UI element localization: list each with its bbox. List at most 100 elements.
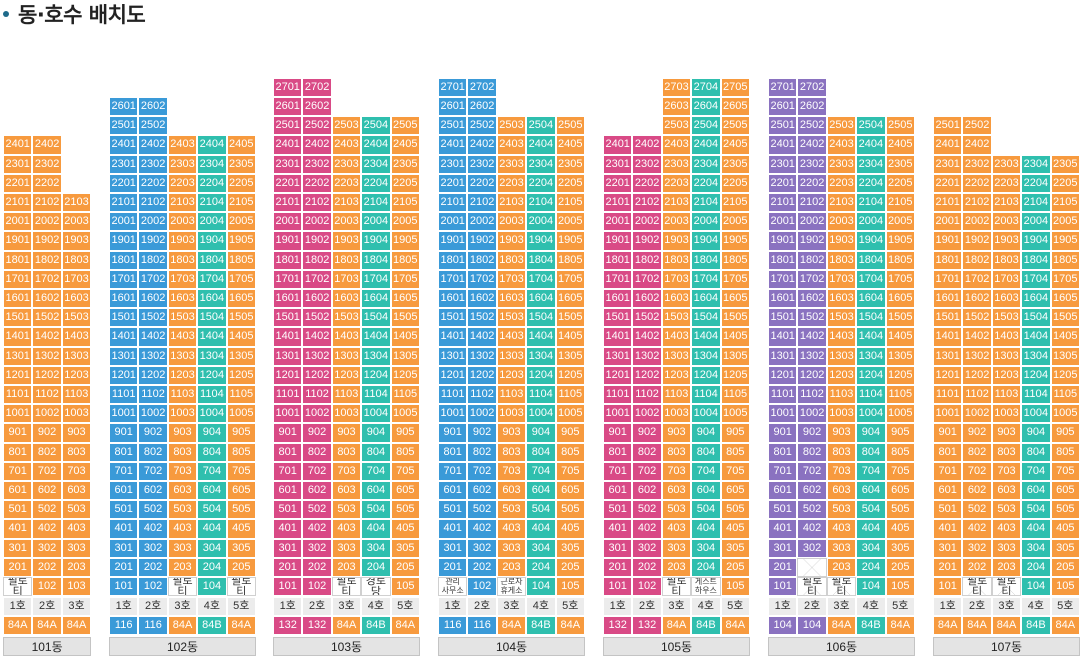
line-number: 1호 <box>438 597 468 616</box>
unit-cell: 2402 <box>962 135 992 155</box>
unit-type: 84A <box>826 616 857 635</box>
unit-cell: 1603 <box>61 289 92 309</box>
unit-cell: 1801 <box>109 250 139 270</box>
unit-cell: 1404 <box>361 327 391 347</box>
unit-cell: 2104 <box>526 193 556 213</box>
unit-cell: 1902 <box>632 231 662 251</box>
unit-cell: 105 <box>885 577 915 597</box>
unit-type: 84A <box>226 616 256 635</box>
unit-cell: 1301 <box>933 346 963 366</box>
unit-cell: 502 <box>632 500 662 520</box>
building-name-label: 105동 <box>603 637 750 656</box>
unit-cell: 2301 <box>438 154 468 174</box>
unit-cell: 505 <box>885 500 915 520</box>
unit-cell: 1704 <box>691 269 721 289</box>
unit-cell: 1002 <box>962 404 992 424</box>
unit-cell: 1205 <box>720 365 750 385</box>
unit-type: 84A <box>991 616 1022 635</box>
unit-type: 132 <box>273 616 303 635</box>
unit-cell: 2502 <box>467 116 497 136</box>
unit-cell: 603 <box>826 481 857 501</box>
unit-cell: 1203 <box>496 365 527 385</box>
unit-cell: 2103 <box>331 193 362 213</box>
unit-cell: 505 <box>555 500 585 520</box>
unit-cell: 2101 <box>933 193 963 213</box>
unit-cell: 1604 <box>526 289 556 309</box>
unit-cell: 1004 <box>197 404 227 424</box>
unit-cell: 1102 <box>797 385 827 405</box>
unit-cell: 205 <box>1050 557 1080 577</box>
unit-cell: 2303 <box>991 154 1022 174</box>
unit-cell: 702 <box>797 461 827 481</box>
unit-cell: 2102 <box>632 193 662 213</box>
unit-cell: 1801 <box>438 250 468 270</box>
unit-cell: 503 <box>167 500 198 520</box>
unit-cell: 1202 <box>32 365 62 385</box>
unit-cell: 1002 <box>797 404 827 424</box>
unit-cell: 805 <box>720 442 750 462</box>
unit-cell: 402 <box>467 519 497 539</box>
unit-cell: 1203 <box>61 365 92 385</box>
unit-cell: 1602 <box>962 289 992 309</box>
unit-type: 84B <box>197 616 227 635</box>
unit-cell: 1503 <box>991 308 1022 328</box>
unit-cell: 804 <box>361 442 391 462</box>
unit-cell: 1102 <box>962 385 992 405</box>
unit-cell: 1201 <box>109 365 139 385</box>
unit-cell: 2305 <box>226 154 256 174</box>
unit-cell: 1404 <box>691 327 721 347</box>
unit-cell: 303 <box>331 538 362 558</box>
unit-cell: 1605 <box>226 289 256 309</box>
unit-cell: 2605 <box>720 97 750 117</box>
unit-cell: 1204 <box>691 365 721 385</box>
unit-cell: 805 <box>885 442 915 462</box>
unit-cell: 202 <box>632 557 662 577</box>
building-name-label: 107동 <box>933 637 1080 656</box>
unit-cell: 1701 <box>273 269 303 289</box>
unit-cell: 1604 <box>691 289 721 309</box>
unit-cell: 2203 <box>991 173 1022 193</box>
unit-type: 84A <box>720 616 750 635</box>
unit-cell: 1904 <box>856 231 886 251</box>
unit-cell: 1701 <box>768 269 798 289</box>
unit-cell: 2303 <box>496 154 527 174</box>
unit-cell: 802 <box>302 442 332 462</box>
unit-cell: 2603 <box>661 97 692 117</box>
unit-cell: 1902 <box>962 231 992 251</box>
unit-cell: 1304 <box>526 346 556 366</box>
unit-cell: 1103 <box>826 385 857 405</box>
unit-cell: 705 <box>390 461 420 481</box>
unit-cell: 604 <box>1021 481 1051 501</box>
unit-cell: 502 <box>32 500 62 520</box>
unit-cell: 1301 <box>438 346 468 366</box>
unit-cell: 2202 <box>32 173 62 193</box>
unit-cell: 1903 <box>496 231 527 251</box>
unit-cell: 2502 <box>962 116 992 136</box>
unit-cell: 803 <box>167 442 198 462</box>
unit-cell: 2201 <box>273 173 303 193</box>
unit-cell: 503 <box>826 500 857 520</box>
unit-cell: 1803 <box>826 250 857 270</box>
unit-cell: 1504 <box>1021 308 1051 328</box>
unit-cell: 2401 <box>768 135 798 155</box>
unit-cell: 2401 <box>603 135 633 155</box>
unit-cell: 1105 <box>555 385 585 405</box>
unit-cell: 2201 <box>603 173 633 193</box>
unit-cell: 2503 <box>496 116 527 136</box>
unit-cell: 2403 <box>167 135 198 155</box>
unit-cell: 1605 <box>1050 289 1080 309</box>
line-number: 4호 <box>526 597 556 616</box>
unit-cell: 304 <box>361 538 391 558</box>
unit-cell: 2203 <box>826 173 857 193</box>
unit-cell: 302 <box>962 538 992 558</box>
unit-cell: 1104 <box>197 385 227 405</box>
unit-cell: 503 <box>496 500 527 520</box>
unit-cell: 1803 <box>661 250 692 270</box>
unit-cell: 402 <box>632 519 662 539</box>
unit-cell: 2304 <box>361 154 391 174</box>
unit-cell: 602 <box>797 481 827 501</box>
unit-cell: 601 <box>438 481 468 501</box>
unit-cell: 1203 <box>826 365 857 385</box>
unit-cell: 201 <box>768 557 798 577</box>
unit-cell: 1701 <box>438 269 468 289</box>
